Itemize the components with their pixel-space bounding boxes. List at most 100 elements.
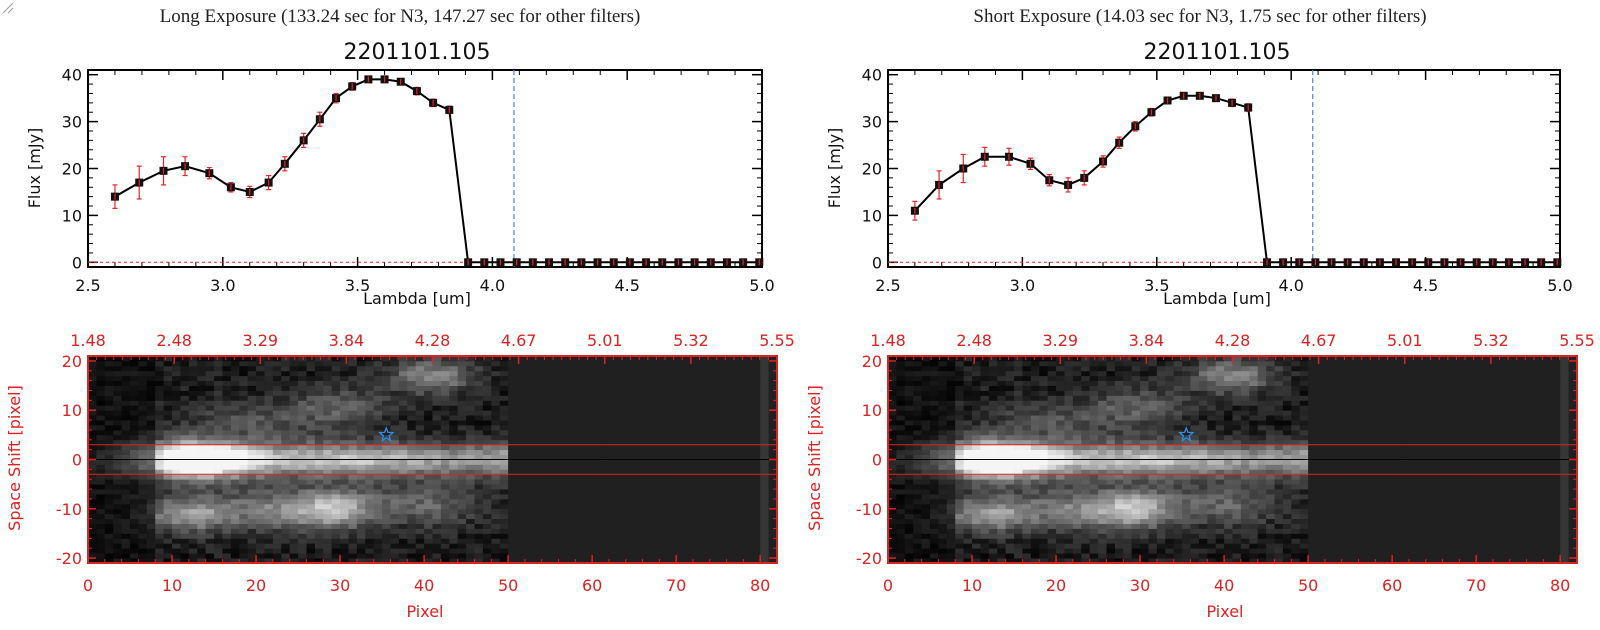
image-pixel [1014, 459, 1023, 465]
image-pixel [533, 538, 543, 544]
image-pixel [180, 533, 190, 539]
image-pixel [449, 543, 459, 549]
image-pixel [121, 469, 131, 475]
image-pixel [625, 469, 635, 475]
image-pixel [340, 356, 349, 362]
image-pixel [407, 410, 417, 416]
image-pixel [726, 538, 736, 544]
image-pixel [138, 479, 148, 485]
image-pixel [180, 429, 190, 436]
image-pixel [365, 405, 375, 411]
image-pixel [1005, 434, 1015, 441]
image-pixel [491, 400, 501, 406]
image-pixel [457, 444, 467, 451]
image-pixel [997, 503, 1007, 510]
image-pixel [642, 415, 652, 421]
image-pixel [222, 360, 232, 367]
image-pixel [356, 538, 366, 544]
image-pixel [306, 469, 316, 475]
image-pixel [491, 464, 501, 470]
image-pixel [104, 558, 114, 564]
image-pixel [946, 543, 956, 549]
image-pixel [1014, 548, 1023, 554]
image-pixel [684, 494, 694, 500]
image-pixel [298, 425, 307, 431]
image-pixel [516, 405, 526, 411]
image-pixel [172, 464, 181, 470]
image-pixel [474, 370, 484, 377]
image-pixel [642, 375, 652, 382]
image-pixel [524, 538, 534, 544]
image-pixel [482, 356, 492, 362]
image-pixel [1014, 400, 1023, 406]
image-pixel [997, 439, 1007, 446]
image-pixel [88, 553, 97, 559]
image-pixel [550, 469, 559, 475]
image-pixel [163, 464, 173, 470]
image-pixel [256, 385, 265, 391]
image-pixel [760, 395, 769, 401]
image-pixel [726, 494, 736, 500]
image-pixel [88, 420, 97, 426]
image-pixel [1022, 439, 1032, 446]
image-pixel [642, 385, 652, 391]
image-pixel [1030, 474, 1040, 480]
image-pixel [888, 508, 897, 515]
image-pixel [608, 415, 618, 421]
image-pixel [466, 528, 475, 534]
image-pixel [440, 508, 450, 515]
image-pixel [642, 489, 652, 495]
image-pixel [474, 543, 484, 549]
image-pixel [466, 375, 475, 382]
image-pixel [256, 543, 265, 549]
image-pixel [306, 484, 316, 490]
image-pixel [709, 429, 719, 436]
image-pixel [323, 375, 333, 382]
image-pixel [659, 420, 669, 426]
image-pixel [163, 434, 173, 441]
image-pixel [348, 474, 358, 480]
image-pixel [440, 365, 450, 372]
image-pixel [96, 538, 106, 544]
image-pixel [104, 454, 114, 460]
image-pixel [306, 474, 316, 480]
image-pixel [566, 558, 576, 564]
image-pixel [642, 420, 652, 426]
image-pixel [600, 454, 610, 460]
image-pixel [499, 405, 509, 411]
image-pixel [659, 498, 669, 505]
image-pixel [449, 508, 459, 515]
image-pixel [96, 553, 106, 559]
image-pixel [323, 484, 333, 490]
image-pixel [541, 513, 551, 520]
image-pixel [449, 533, 459, 539]
image-pixel [946, 489, 956, 495]
image-pixel [373, 375, 383, 382]
image-pixel [541, 375, 551, 382]
image-pixel [701, 444, 711, 451]
image-pixel [634, 454, 643, 460]
image-pixel [980, 548, 990, 554]
image-pixel [642, 429, 652, 436]
image-pixel [558, 444, 568, 451]
image-pixel [247, 370, 257, 377]
image-pixel [888, 385, 897, 391]
image-pixel [743, 390, 753, 396]
image-pixel [980, 425, 990, 431]
image-pixel [130, 494, 139, 500]
image-pixel [1005, 410, 1015, 416]
image-pixel [592, 400, 601, 406]
image-pixel [608, 464, 618, 470]
image-pixel [1005, 538, 1015, 544]
image-pixel [930, 548, 939, 554]
image-pixel [113, 370, 123, 377]
image-pixel [524, 449, 534, 455]
image-pixel [104, 459, 114, 465]
image-pixel [424, 479, 433, 485]
image-pixel [373, 429, 383, 436]
image-pixel [997, 360, 1007, 367]
image-pixel [407, 449, 417, 455]
image-pixel [88, 454, 97, 460]
image-pixel [751, 360, 761, 367]
image-pixel [533, 420, 543, 426]
